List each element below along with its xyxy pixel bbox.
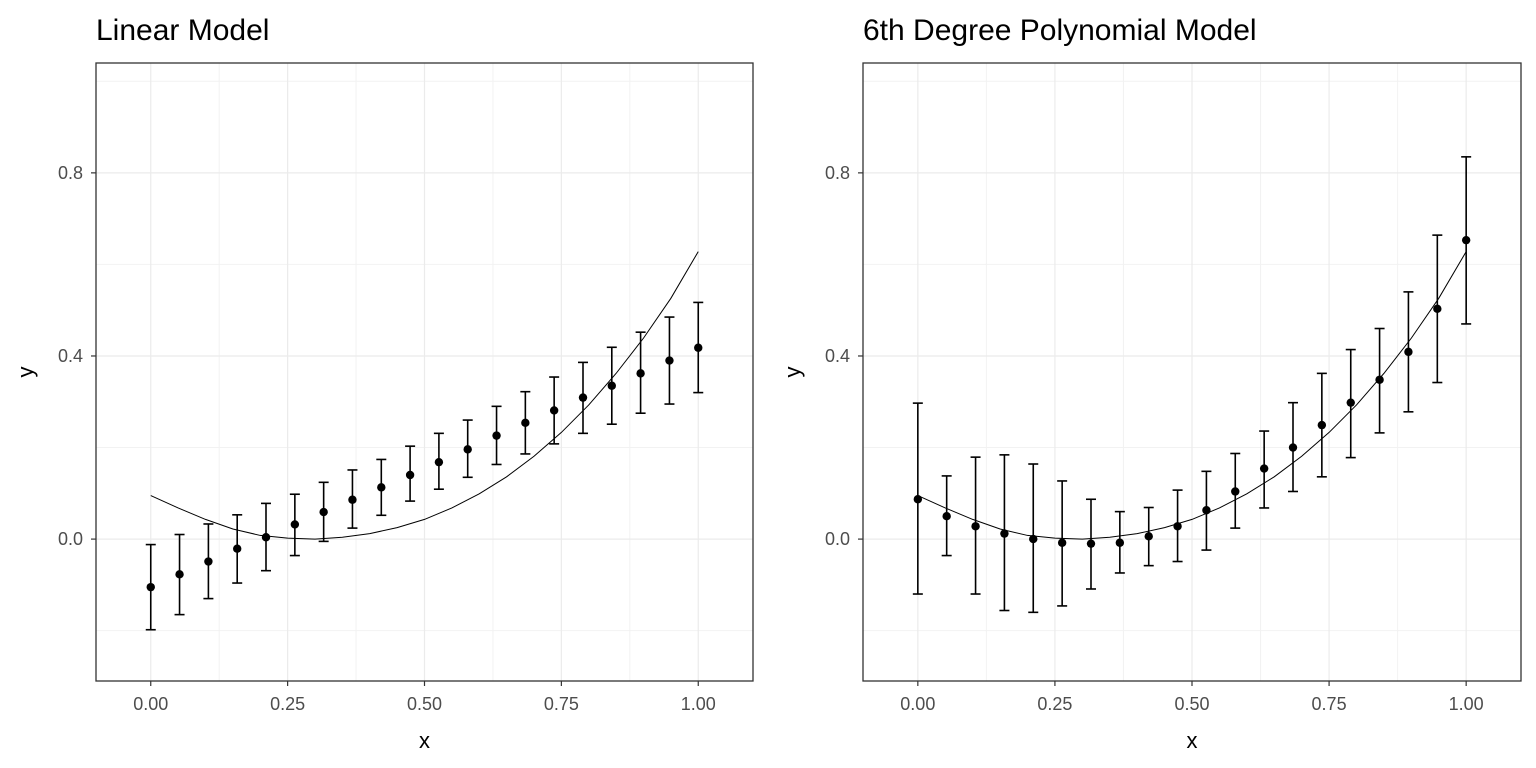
y-axis-title: y xyxy=(780,367,805,378)
chart-title: 6th Degree Polynomial Model xyxy=(863,14,1257,47)
x-tick-label: 0.25 xyxy=(1037,694,1072,714)
x-tick-label: 0.50 xyxy=(1174,694,1209,714)
panel-2: 6th Degree Polynomial Model 0.00 0.25 0.50 0… xyxy=(780,14,1522,753)
data-point xyxy=(319,507,328,517)
x-tick-label: 0.75 xyxy=(544,694,579,714)
data-point xyxy=(1057,538,1067,547)
y-tick-label: 0.0 xyxy=(58,529,83,549)
data-point xyxy=(377,483,386,492)
y-tick-label: 0.0 xyxy=(825,529,850,549)
data-point xyxy=(549,406,559,415)
x-tick-label: 1.00 xyxy=(681,694,716,714)
data-point xyxy=(233,544,242,553)
data-point xyxy=(1375,375,1384,384)
x-tick-label: 0.75 xyxy=(1312,694,1347,714)
data-point xyxy=(1461,235,1471,245)
data-point xyxy=(1144,532,1153,541)
data-point xyxy=(204,557,213,566)
data-point xyxy=(1000,529,1009,538)
chart-title: Linear Model xyxy=(96,14,269,47)
data-point xyxy=(290,520,300,529)
data-point xyxy=(1029,534,1038,544)
data-point xyxy=(1231,487,1240,496)
data-point xyxy=(405,470,415,480)
y-tick-label: 0.8 xyxy=(825,163,850,183)
data-point xyxy=(1173,522,1182,531)
data-point xyxy=(1288,443,1298,452)
data-point xyxy=(578,393,588,402)
data-point xyxy=(913,495,923,504)
x-tick-label: 1.00 xyxy=(1449,694,1484,714)
x-tick-label: 0.00 xyxy=(900,694,935,714)
data-point xyxy=(1346,398,1355,407)
data-point xyxy=(463,445,472,454)
y-tick-label: 0.8 xyxy=(58,163,83,183)
data-point xyxy=(636,369,645,378)
fitted-line xyxy=(917,251,1467,540)
data-point xyxy=(1202,506,1211,515)
data-point xyxy=(146,582,155,592)
x-axis-title: x xyxy=(419,728,430,753)
y-axis-title: y xyxy=(13,367,38,378)
data-point xyxy=(1115,538,1125,547)
x-tick-label: 0.00 xyxy=(133,694,168,714)
data-point xyxy=(1433,304,1442,314)
x-axis-title: x xyxy=(1187,728,1198,753)
data-point xyxy=(971,522,980,531)
y-tick-label: 0.4 xyxy=(58,346,83,366)
data-point xyxy=(607,381,616,390)
data-point xyxy=(1404,347,1413,357)
data-point xyxy=(521,418,530,428)
data-point xyxy=(348,495,357,504)
y-tick-label: 0.4 xyxy=(825,346,850,366)
data-point xyxy=(261,533,271,542)
data-point xyxy=(665,356,674,365)
data-point xyxy=(694,343,703,352)
data-point xyxy=(434,457,444,467)
data-point xyxy=(1317,420,1327,430)
panel-1: Linear Model 0.00 0.25 0.50 0.75 1.00 0.0 0.4 0.… xyxy=(13,14,754,753)
data-point xyxy=(1259,464,1269,473)
data-point xyxy=(942,512,951,521)
data-point xyxy=(492,431,501,440)
x-tick-label: 0.25 xyxy=(270,694,305,714)
fitted-line xyxy=(150,251,699,540)
data-point xyxy=(1086,539,1096,548)
x-tick-label: 0.50 xyxy=(407,694,442,714)
data-point xyxy=(175,570,184,579)
